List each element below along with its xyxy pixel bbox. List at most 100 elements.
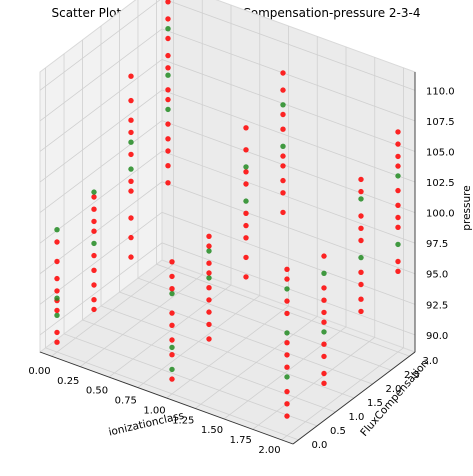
data-point xyxy=(91,206,97,212)
data-point xyxy=(169,290,175,297)
x-tick-label: 0.25 xyxy=(57,376,79,387)
y-grid-line xyxy=(137,0,392,371)
x-grid-line xyxy=(223,46,347,420)
data-point xyxy=(280,143,286,149)
data-point xyxy=(128,254,134,260)
data-point xyxy=(54,227,60,233)
data-point xyxy=(128,151,134,158)
z-tick-label: 107.5 xyxy=(426,117,455,128)
data-point xyxy=(243,254,249,261)
x-grid-line xyxy=(281,67,404,441)
data-point xyxy=(128,215,134,221)
data-point xyxy=(91,297,97,303)
data-point xyxy=(165,72,171,78)
data-point xyxy=(54,258,60,265)
data-point xyxy=(243,222,249,229)
y-grid-line xyxy=(45,67,299,441)
data-point xyxy=(243,235,249,241)
data-point xyxy=(165,136,171,142)
data-point xyxy=(206,321,212,328)
data-point xyxy=(358,254,364,261)
z-axis-label: pressure xyxy=(461,185,473,230)
data-point xyxy=(321,297,327,303)
x-grid-line xyxy=(195,36,318,409)
z-grid-line xyxy=(39,120,416,213)
data-point xyxy=(280,126,286,132)
data-point xyxy=(206,297,212,303)
x-grid-line xyxy=(80,0,203,367)
data-point xyxy=(169,259,175,265)
data-point xyxy=(284,310,290,317)
data-point xyxy=(358,196,364,202)
data-point xyxy=(165,87,171,93)
data-point xyxy=(358,237,364,244)
tick-labels: 0.00 0.25 0.50 0.75 1.00 1.25 1.50 1.75 2.00 0.00… xyxy=(28,86,454,456)
z-grid-line xyxy=(39,181,416,275)
data-point xyxy=(169,273,175,280)
data-point xyxy=(169,366,175,373)
x-tick-label: 1.75 xyxy=(230,435,252,446)
data-point xyxy=(243,147,249,153)
data-point xyxy=(321,380,327,386)
data-point xyxy=(169,376,175,382)
data-point xyxy=(243,169,249,175)
y-tick-label: 2.0 xyxy=(386,384,402,395)
data-point xyxy=(280,177,286,184)
data-point xyxy=(128,178,134,184)
y-tick-label: 0.5 xyxy=(330,426,346,437)
z-tick-label: 105.0 xyxy=(426,148,455,159)
data-point xyxy=(358,225,364,231)
data-point xyxy=(243,125,249,131)
data-point xyxy=(321,329,327,335)
z-tick-label: 92.5 xyxy=(426,300,448,311)
data-point xyxy=(395,163,401,169)
x-tick-label: 0.00 xyxy=(28,366,50,377)
y-grid-line xyxy=(63,53,318,427)
z-tick-label: 102.5 xyxy=(426,178,455,189)
data-point xyxy=(165,121,171,127)
data-point xyxy=(128,97,134,104)
data-point xyxy=(395,129,401,135)
axis-lines xyxy=(39,72,416,445)
data-point xyxy=(165,26,171,32)
data-point xyxy=(169,322,175,328)
x-axis-line xyxy=(39,351,294,445)
data-point xyxy=(395,241,401,248)
data-point xyxy=(284,298,290,304)
data-point xyxy=(284,364,290,370)
data-point xyxy=(395,268,401,274)
data-point xyxy=(169,352,175,358)
x-grid-line xyxy=(108,5,232,378)
y-grid-line xyxy=(82,39,336,413)
data-point xyxy=(128,139,134,145)
data-point xyxy=(91,194,97,200)
x-grid-line xyxy=(252,57,376,430)
y-tick-label: 1.0 xyxy=(349,412,365,423)
data-point xyxy=(243,198,249,204)
data-point xyxy=(243,181,249,187)
y-tick-label: 2.5 xyxy=(404,370,420,381)
data-point xyxy=(165,65,171,71)
x-tick-label: 0.75 xyxy=(115,396,137,407)
z-tick-label: 110.0 xyxy=(426,86,455,97)
data-point xyxy=(91,252,97,259)
data-point xyxy=(243,210,249,216)
data-point xyxy=(165,96,171,103)
z-grid-line xyxy=(39,150,416,244)
y-grid-line xyxy=(156,0,410,357)
z-tick-label: 95.0 xyxy=(426,270,448,281)
data-point xyxy=(206,243,212,249)
data-point xyxy=(358,213,364,219)
data-point xyxy=(91,306,97,313)
data-point xyxy=(358,296,364,302)
y-tick-label: 1.5 xyxy=(367,398,383,409)
data-point xyxy=(206,233,212,239)
data-point xyxy=(54,329,60,336)
data-points xyxy=(54,0,401,419)
data-point xyxy=(358,269,364,275)
data-point xyxy=(243,164,249,170)
data-point xyxy=(358,176,364,183)
data-point xyxy=(165,163,171,169)
data-point xyxy=(91,189,97,195)
